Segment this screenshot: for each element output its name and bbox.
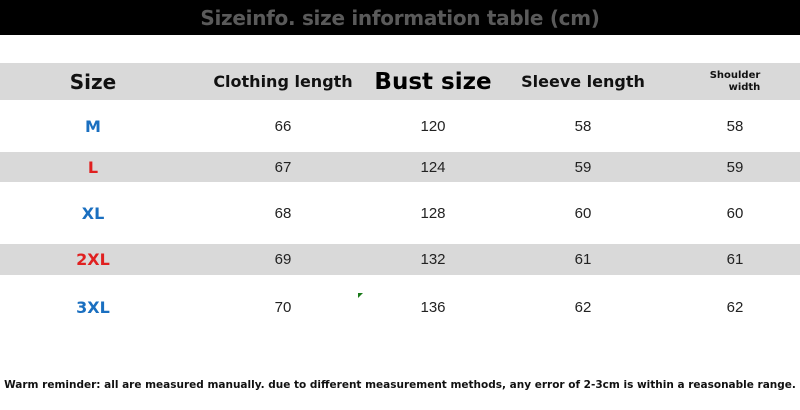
cell-clothing: 69 <box>274 251 292 268</box>
table-row: L 67 124 59 59 <box>0 152 800 182</box>
table-row: 3XL 70 136 62 62 <box>0 275 800 340</box>
header-shoulder-width: Shoulder width <box>710 63 761 100</box>
cell-bust: 136 <box>420 299 446 316</box>
green-corner-mark <box>358 293 363 298</box>
header-shoulder-line2: width <box>728 81 761 93</box>
cell-clothing: 67 <box>274 158 292 176</box>
cell-bust: 120 <box>420 117 446 135</box>
table-row: 2XL 69 132 61 61 <box>0 244 800 275</box>
cell-shoulder: 61 <box>726 251 744 268</box>
cell-bust: 128 <box>420 204 446 222</box>
cell-bust: 124 <box>420 158 446 176</box>
table-row: XL 68 128 60 60 <box>0 182 800 244</box>
cell-clothing: 68 <box>274 204 292 222</box>
header-row: Size Clothing length Bust size Sleeve le… <box>0 63 800 100</box>
header-shoulder-line1: Shoulder <box>709 69 761 81</box>
cell-sleeve: 60 <box>574 204 592 222</box>
cell-size: XL <box>81 203 105 223</box>
cell-bust: 132 <box>420 251 446 268</box>
cell-size: 3XL <box>76 298 110 317</box>
cell-sleeve: 62 <box>574 299 592 316</box>
warm-reminder-note: Warm reminder: all are measured manually… <box>4 379 796 391</box>
header-clothing-length: Clothing length <box>213 72 353 91</box>
cell-clothing: 66 <box>274 117 292 135</box>
cell-sleeve: 58 <box>574 117 592 135</box>
cell-sleeve: 61 <box>574 251 592 268</box>
cell-size: 2XL <box>76 250 110 269</box>
cell-shoulder: 60 <box>726 204 744 222</box>
cell-shoulder: 59 <box>726 158 744 176</box>
cell-size: M <box>85 116 101 136</box>
header-size: Size <box>69 69 117 94</box>
header-bust-size: Bust size <box>374 68 492 95</box>
cell-size: L <box>87 157 99 177</box>
cell-clothing: 70 <box>274 299 292 316</box>
cell-sleeve: 59 <box>574 158 592 176</box>
header-sleeve-length: Sleeve length <box>521 72 645 91</box>
table-title: Sizeinfo. size information table (cm) <box>0 0 800 35</box>
table-row: M 66 120 58 58 <box>0 100 800 152</box>
cell-shoulder: 62 <box>726 299 744 316</box>
cell-shoulder: 58 <box>726 117 744 135</box>
